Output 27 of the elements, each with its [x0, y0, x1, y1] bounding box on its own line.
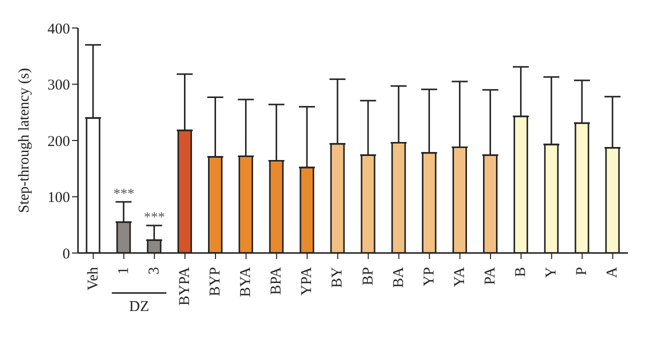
- x-tick-label: BYA: [238, 266, 254, 298]
- y-tick-label: 0: [62, 246, 70, 262]
- x-tick-label: BYP: [208, 267, 224, 296]
- y-tick-label: 100: [48, 190, 70, 206]
- x-tick-label: YPA: [299, 266, 316, 296]
- x-tick-label: A: [604, 266, 621, 278]
- x-tick-label: BP: [360, 267, 376, 286]
- x-tick-label: PA: [482, 266, 498, 285]
- x-tick-label: Y: [544, 266, 560, 278]
- x-tick-label: 1: [116, 267, 132, 274]
- x-tick-label: BYPA: [176, 266, 193, 306]
- x-tick-label: 3: [146, 267, 162, 274]
- y-tick-label: 400: [48, 21, 70, 38]
- x-tick-label: BPA: [268, 266, 285, 295]
- x-tick-label: BY: [330, 266, 346, 288]
- y-tick-label: 200: [48, 134, 70, 150]
- x-tick-label: YA: [452, 266, 468, 288]
- text: DZ: [129, 299, 150, 315]
- x-tick-label: B: [513, 267, 530, 278]
- annotation: ***: [113, 186, 134, 202]
- y-axis-title: Step-through latency (s): [16, 68, 32, 213]
- annotation: ***: [144, 210, 165, 226]
- x-tick-label: BA: [390, 266, 407, 288]
- y-tick-label: 300: [48, 78, 70, 94]
- x-tick-label: P: [574, 267, 590, 276]
- x-tick-label: Veh: [85, 266, 102, 290]
- x-tick-label: YP: [421, 267, 438, 286]
